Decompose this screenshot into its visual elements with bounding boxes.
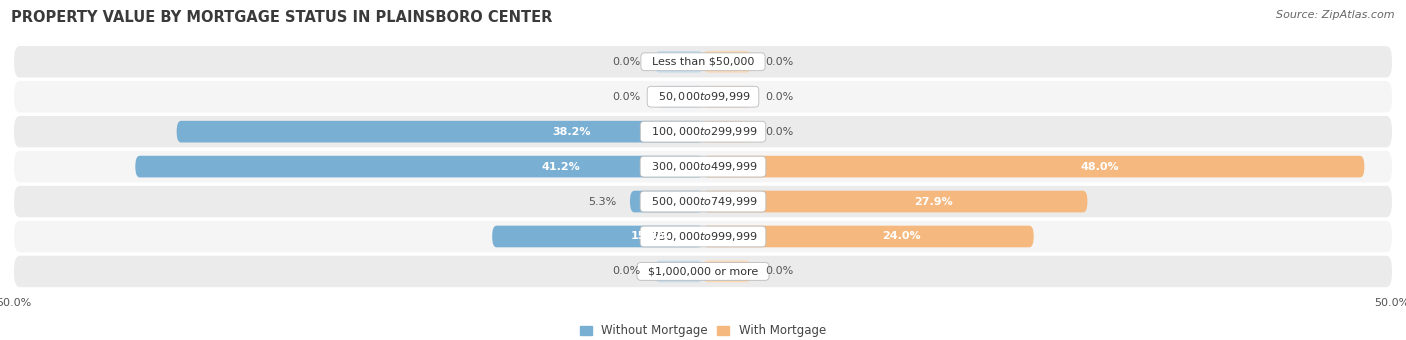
Text: 0.0%: 0.0% (613, 92, 641, 102)
Text: 0.0%: 0.0% (613, 267, 641, 276)
FancyBboxPatch shape (177, 121, 703, 142)
Legend: Without Mortgage, With Mortgage: Without Mortgage, With Mortgage (575, 319, 831, 340)
Text: PROPERTY VALUE BY MORTGAGE STATUS IN PLAINSBORO CENTER: PROPERTY VALUE BY MORTGAGE STATUS IN PLA… (11, 10, 553, 25)
FancyBboxPatch shape (630, 191, 703, 212)
Text: 27.9%: 27.9% (914, 197, 953, 206)
Text: 5.3%: 5.3% (588, 197, 616, 206)
Text: Source: ZipAtlas.com: Source: ZipAtlas.com (1277, 10, 1395, 20)
FancyBboxPatch shape (14, 221, 1392, 252)
Text: $1,000,000 or more: $1,000,000 or more (641, 267, 765, 276)
FancyBboxPatch shape (703, 226, 1033, 247)
Text: Less than $50,000: Less than $50,000 (645, 57, 761, 67)
Text: 0.0%: 0.0% (765, 127, 793, 137)
FancyBboxPatch shape (703, 121, 751, 142)
Text: 41.2%: 41.2% (541, 162, 581, 172)
Text: $100,000 to $299,999: $100,000 to $299,999 (644, 125, 762, 138)
FancyBboxPatch shape (703, 260, 751, 282)
FancyBboxPatch shape (135, 156, 703, 177)
Text: 24.0%: 24.0% (882, 232, 921, 241)
FancyBboxPatch shape (492, 226, 703, 247)
FancyBboxPatch shape (703, 51, 751, 73)
FancyBboxPatch shape (703, 86, 751, 107)
Text: 15.3%: 15.3% (631, 232, 669, 241)
Text: 0.0%: 0.0% (765, 57, 793, 67)
FancyBboxPatch shape (703, 191, 1087, 212)
FancyBboxPatch shape (655, 51, 703, 73)
Text: $300,000 to $499,999: $300,000 to $499,999 (644, 160, 762, 173)
Text: 0.0%: 0.0% (765, 267, 793, 276)
Text: 0.0%: 0.0% (765, 92, 793, 102)
FancyBboxPatch shape (14, 256, 1392, 287)
Text: 48.0%: 48.0% (1081, 162, 1119, 172)
Text: $50,000 to $99,999: $50,000 to $99,999 (651, 90, 755, 103)
FancyBboxPatch shape (14, 151, 1392, 182)
FancyBboxPatch shape (14, 81, 1392, 113)
FancyBboxPatch shape (655, 86, 703, 107)
Text: $500,000 to $749,999: $500,000 to $749,999 (644, 195, 762, 208)
FancyBboxPatch shape (14, 116, 1392, 147)
FancyBboxPatch shape (655, 260, 703, 282)
Text: 38.2%: 38.2% (553, 127, 591, 137)
FancyBboxPatch shape (14, 186, 1392, 217)
Text: 0.0%: 0.0% (613, 57, 641, 67)
FancyBboxPatch shape (14, 46, 1392, 78)
Text: $750,000 to $999,999: $750,000 to $999,999 (644, 230, 762, 243)
FancyBboxPatch shape (703, 156, 1364, 177)
